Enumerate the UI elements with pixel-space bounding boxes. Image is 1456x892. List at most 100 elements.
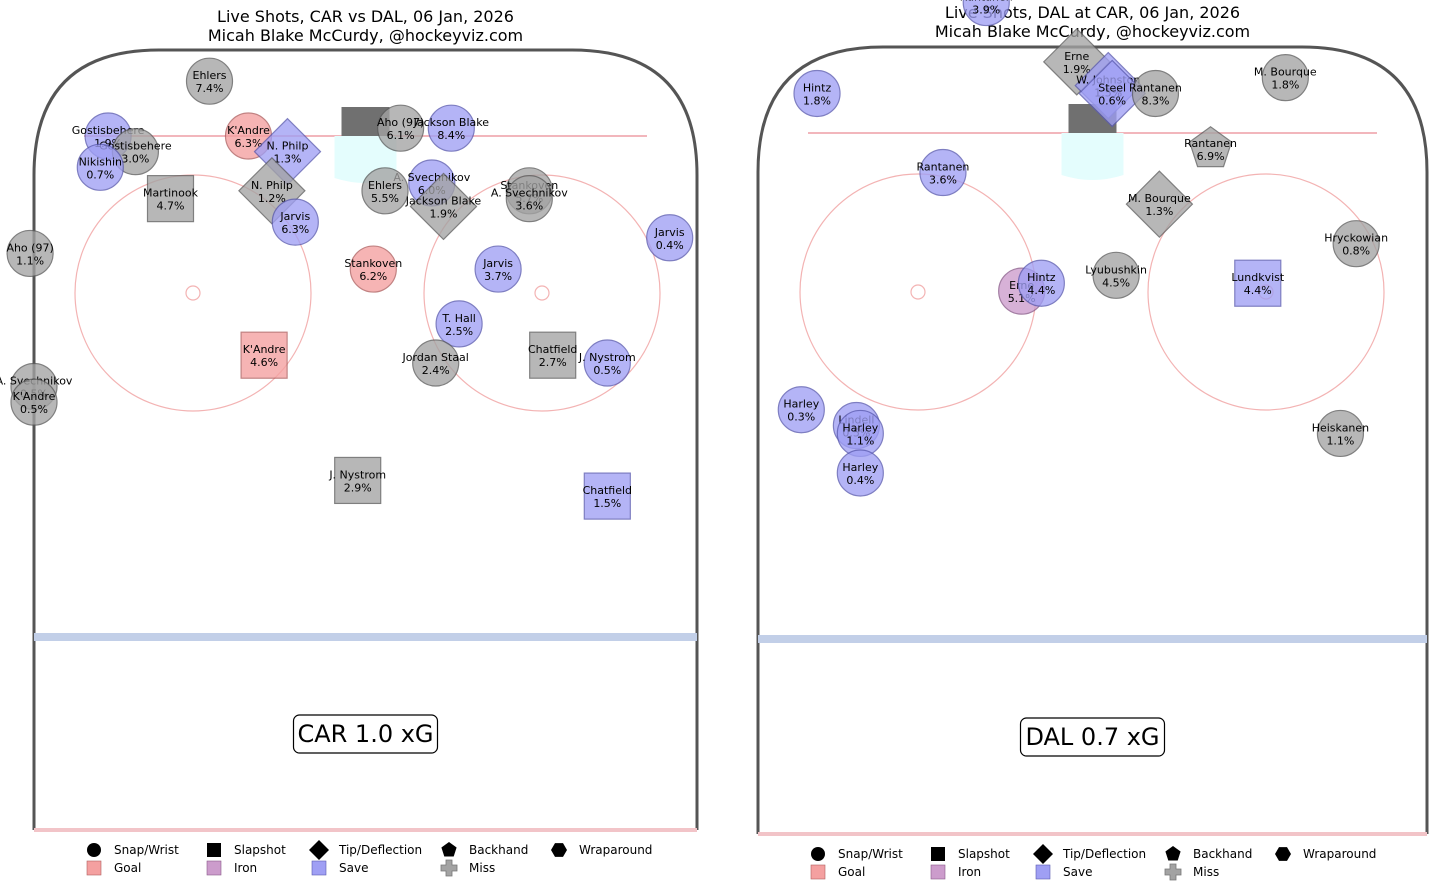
shot-xg-label: 1.1% <box>1326 434 1354 447</box>
shot-marker <box>146 175 195 223</box>
shot-xg-label: 4.6% <box>250 356 278 369</box>
shot-marker <box>349 245 397 293</box>
car-shot-map-panel: Live Shots, CAR vs DAL, 06 Jan, 2026Mica… <box>0 7 699 877</box>
shot-slapshot-miss <box>334 456 382 505</box>
shot-player-label: K'Andre <box>13 390 56 403</box>
shot-xg-label: 6.2% <box>359 270 387 283</box>
legend-backhand-marker <box>441 842 457 857</box>
shot-player-label: K'Andre <box>227 124 270 137</box>
shot-player-label: Stankoven <box>344 257 402 270</box>
shot-snap-wrist-save <box>836 449 884 497</box>
legend-backhand-label: Backhand <box>1193 847 1252 861</box>
shot-marker <box>583 339 631 387</box>
shot-marker <box>334 456 382 505</box>
shot-player-label: Rantanen <box>1129 81 1182 94</box>
shot-snap-wrist-miss <box>1332 220 1380 268</box>
legend-slapshot-label: Slapshot <box>958 847 1010 861</box>
shot-xg-label: 1.3% <box>274 153 302 166</box>
shot-marker <box>1316 409 1365 458</box>
shot-player-label: Jackson Blake <box>413 116 490 129</box>
shot-xg-label: 1.3% <box>1145 205 1173 218</box>
shot-player-label: Rantanen <box>917 161 970 174</box>
legend-tip-deflection-label: Tip/Deflection <box>338 843 422 857</box>
shot-snap-wrist-miss <box>505 175 553 223</box>
shot-xg-label: 6.1% <box>387 129 415 142</box>
shot-tip-deflection-save <box>1078 59 1147 128</box>
shot-snap-wrist-save <box>474 245 522 293</box>
shot-player-label: Hryckowian <box>1324 232 1388 245</box>
legend-miss-marker <box>1164 863 1182 881</box>
shot-xg-label: 1.9% <box>430 207 458 220</box>
shot-xg-label: 1.1% <box>16 254 44 267</box>
shot-player-label: Gostisbehere <box>99 140 172 153</box>
legend-goal-label: Goal <box>838 865 865 879</box>
shot-marker <box>529 331 577 379</box>
shot-player-label: K'Andre <box>243 343 286 356</box>
shot-player-label: Hintz <box>803 81 832 94</box>
shot-xg-label: 0.5% <box>20 403 48 416</box>
shot-player-label: Rantanen <box>1184 137 1237 150</box>
shot-slapshot-save <box>583 472 631 520</box>
shot-player-label: Jackson Blake <box>405 194 482 207</box>
legend-miss-label: Miss <box>1193 865 1219 879</box>
shot-player-label: Hintz <box>1027 271 1056 284</box>
legend-wraparound-label: Wraparound <box>1303 847 1376 861</box>
legend-wraparound-marker <box>1275 847 1291 861</box>
shot-xg-label: 2.7% <box>539 356 567 369</box>
legend-slapshot-label: Slapshot <box>234 843 286 857</box>
shot-xg-label: 5.5% <box>371 192 399 205</box>
xg-total-box <box>292 714 439 754</box>
shot-tip-deflection-miss <box>1125 170 1194 239</box>
shot-xg-label: 8.3% <box>1141 94 1169 107</box>
shot-marker <box>76 143 124 191</box>
shot-marker <box>1125 170 1194 239</box>
legend-save-label: Save <box>1063 865 1092 879</box>
shot-xg-label: 4.4% <box>1244 284 1272 297</box>
shot-player-label: Steel <box>1098 81 1126 94</box>
shot-backhand-miss <box>1188 126 1233 168</box>
shot-xg-label: 3.6% <box>929 174 957 187</box>
shot-player-label: Martinook <box>143 187 199 200</box>
shot-snap-wrist-miss <box>412 339 460 387</box>
shot-snap-wrist-save <box>435 300 483 348</box>
shot-marker <box>583 472 631 520</box>
shot-player-label: Harley <box>842 421 878 434</box>
shot-xg-label: 0.4% <box>846 474 874 487</box>
goal-crease <box>1061 133 1124 180</box>
dal-shot-map-panel: Live Shots, DAL at CAR, 06 Jan, 2026Mica… <box>756 0 1429 881</box>
legend-iron-marker <box>930 864 946 880</box>
shot-marker <box>646 214 694 262</box>
shot-marker <box>361 167 409 215</box>
shot-xg-label: 1.9% <box>1063 63 1091 76</box>
shot-xg-label: 8.4% <box>437 129 465 142</box>
shot-player-label: Chatfield <box>528 343 577 356</box>
legend-tip-deflection-marker <box>309 840 329 860</box>
shot-snap-wrist-miss <box>1261 54 1309 102</box>
shot-marker <box>377 104 425 152</box>
shot-player-label: Erne <box>1064 50 1089 63</box>
shot-marker <box>505 175 553 223</box>
shot-player-label: Aho (97) <box>377 116 424 129</box>
shot-xg-label: 3.0% <box>121 153 149 166</box>
shot-xg-label: 4.5% <box>1102 276 1130 289</box>
legend-wraparound-label: Wraparound <box>579 843 652 857</box>
legend-miss-label: Miss <box>469 861 495 875</box>
shot-snap-wrist-save <box>76 143 124 191</box>
legend-wraparound-marker <box>551 843 567 857</box>
shot-snap-wrist-miss <box>6 229 54 278</box>
shot-snap-wrist-save <box>962 0 1010 27</box>
legend-tip-deflection-label: Tip/Deflection <box>1062 847 1146 861</box>
shot-player-label: Ehlers <box>193 69 227 82</box>
shot-marker <box>1092 251 1140 299</box>
shot-player-label: J. Nystrom <box>578 351 636 364</box>
shot-xg-label: 7.4% <box>196 82 224 95</box>
shot-marker <box>1078 59 1147 128</box>
shot-xg-label: 3.7% <box>484 270 512 283</box>
shot-slapshot-save <box>1234 259 1282 307</box>
legend-goal-marker <box>86 860 102 876</box>
legend-save-marker <box>1035 864 1051 880</box>
shot-xg-label: 1.2% <box>258 192 286 205</box>
shot-marker <box>793 69 841 118</box>
shot-player-label: Harley <box>842 461 878 474</box>
